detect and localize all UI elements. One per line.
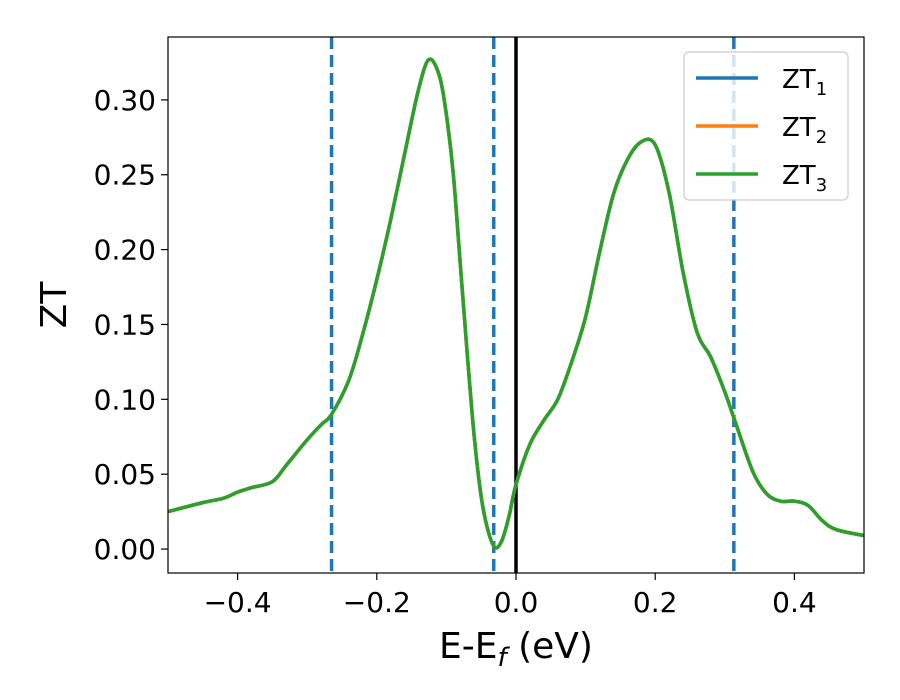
x-tick-label: 0.2 — [633, 586, 678, 619]
x-axis-title: E-Ef (eV) — [439, 626, 593, 673]
y-tick-label: 0.30 — [94, 84, 156, 117]
legend-label-zt3: ZT3 — [782, 161, 827, 196]
x-tick-label: −0.4 — [204, 586, 272, 619]
x-tick-label: −0.2 — [343, 586, 411, 619]
y-tick-label: 0.20 — [94, 234, 156, 267]
legend: ZT1 ZT2 ZT3 — [683, 51, 849, 201]
y-tick-label: 0.05 — [94, 458, 156, 491]
y-axis: 0.00 0.05 0.10 0.15 0.20 0.25 0.30 — [94, 84, 168, 566]
x-tick-label: 0.0 — [494, 586, 539, 619]
y-tick-label: 0.10 — [94, 383, 156, 416]
legend-frame — [683, 51, 849, 201]
legend-label-zt1: ZT1 — [782, 65, 827, 100]
x-axis-title-main: E-E — [439, 626, 497, 667]
y-axis-title: ZT — [34, 281, 75, 329]
y-tick-label: 0.25 — [94, 159, 156, 192]
y-tick-label: 0.00 — [94, 533, 156, 566]
x-axis: −0.4 −0.2 0.0 0.2 0.4 — [204, 573, 817, 619]
y-tick-label: 0.15 — [94, 308, 156, 341]
legend-label-zt2: ZT2 — [782, 113, 827, 148]
x-axis-title-unit: (eV) — [507, 626, 593, 667]
x-tick-label: 0.4 — [772, 586, 817, 619]
series-line-zt3 — [168, 57, 864, 550]
